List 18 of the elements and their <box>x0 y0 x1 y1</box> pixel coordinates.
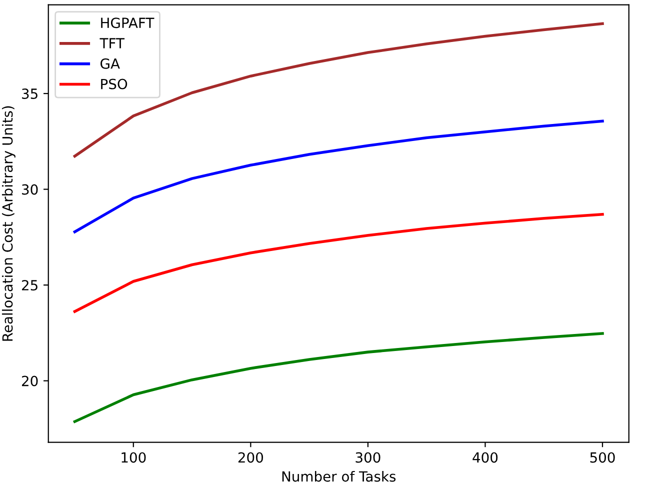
legend-label: HGPAFT <box>101 18 154 28</box>
legend-label: GA <box>100 58 120 69</box>
line-series <box>73 332 604 423</box>
y-tick-label: 20 <box>22 376 38 386</box>
x-axis-title: Number of Tasks <box>282 470 396 482</box>
y-axis-title: Reallocation Cost (Arbitrary Units) <box>2 106 16 341</box>
x-tick-label: 200 <box>238 452 264 463</box>
line-series <box>73 212 604 313</box>
y-tick-label: 30 <box>22 184 38 195</box>
y-tick-label: 25 <box>22 280 38 291</box>
legend-label: TFT <box>100 38 125 48</box>
x-tick-label: 400 <box>472 452 498 463</box>
x-tick-label: 500 <box>590 452 615 463</box>
legend-label: PSO <box>101 78 128 90</box>
line-series <box>73 120 604 234</box>
x-tick-label: 300 <box>356 452 380 463</box>
x-tick-label: 100 <box>122 452 146 463</box>
y-tick-label: 35 <box>22 88 38 99</box>
